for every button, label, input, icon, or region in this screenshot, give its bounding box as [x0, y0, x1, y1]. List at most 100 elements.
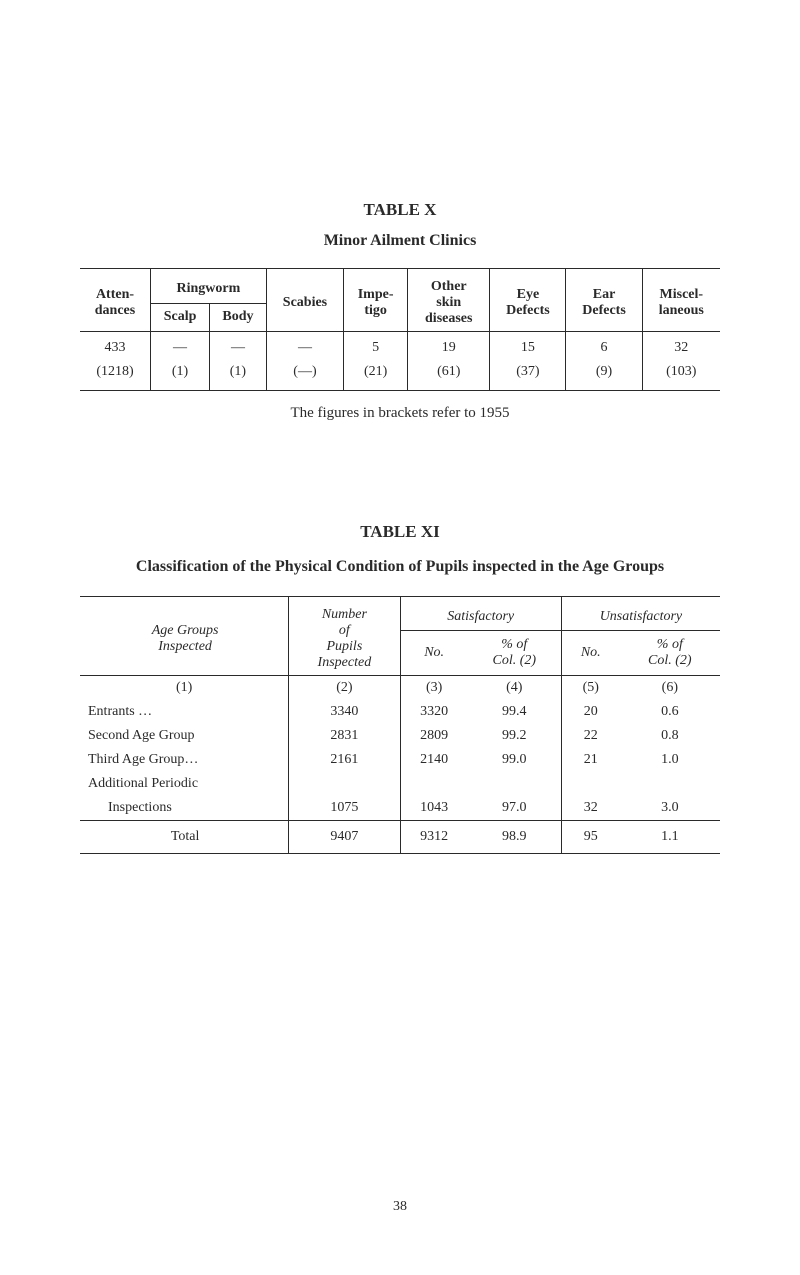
header-sat-no: No.	[400, 631, 468, 676]
table-row: Entrants … 3340 3320 99.4 20 0.6	[80, 700, 720, 724]
header-atten-1: Atten-	[96, 287, 134, 302]
row-inspections-label: Inspections	[80, 796, 289, 821]
header-body: Body	[210, 303, 267, 331]
cell-scalp: —	[151, 332, 210, 361]
table-xi: Age Groups Inspected Number of Pupils In…	[80, 596, 720, 854]
row-third-unsatpct: 1.0	[620, 748, 720, 772]
row-total-satno: 9312	[400, 821, 468, 854]
table-row: Inspections 1075 1043 97.0 32 3.0	[80, 796, 720, 821]
header-unsatisfactory: Unsatisfactory	[561, 597, 720, 631]
header-unsat-pct-2: Col. (2)	[648, 653, 692, 668]
cell-misc: 32	[642, 332, 720, 361]
row-additional-unsatno	[561, 772, 619, 796]
row-entrants-unsatno: 20	[561, 700, 619, 724]
header-misc: Miscel- laneous	[642, 269, 720, 332]
header-other-1: Other	[431, 279, 467, 294]
header-age-1: Age Groups	[152, 623, 219, 638]
row-additional-num	[289, 772, 400, 796]
row-third-num: 2161	[289, 748, 400, 772]
table-x-subtitle: Minor Ailment Clinics	[80, 232, 720, 250]
header-unsat-pct-1: % of	[657, 637, 683, 652]
header-impetigo: Impe- tigo	[344, 269, 408, 332]
table-xi-title: TABLE XI	[80, 522, 720, 542]
row-total-label: Total	[80, 821, 289, 854]
row-inspections-unsatpct: 3.0	[620, 796, 720, 821]
cell-other-bracket: (61)	[408, 360, 490, 391]
row-second-satno: 2809	[400, 724, 468, 748]
row-second-unsatno: 22	[561, 724, 619, 748]
header-impe-1: Impe-	[358, 287, 394, 302]
row-total-num: 9407	[289, 821, 400, 854]
table-row: Second Age Group 2831 2809 99.2 22 0.8	[80, 724, 720, 748]
row-second-satpct: 99.2	[468, 724, 562, 748]
table-row: Third Age Group… 2161 2140 99.0 21 1.0	[80, 748, 720, 772]
cell-attendances: 433	[80, 332, 151, 361]
header-scabies: Scabies	[266, 269, 343, 332]
cell-impetigo-bracket: (21)	[344, 360, 408, 391]
header-attendances: Atten- dances	[80, 269, 151, 332]
header-ear: Ear Defects	[566, 269, 642, 332]
row-total-unsatpct: 1.1	[620, 821, 720, 854]
cell-scalp-bracket: (1)	[151, 360, 210, 391]
table-x: Atten- dances Ringworm Scabies Impe- tig…	[80, 268, 720, 391]
header-sat-pct-1: % of	[501, 637, 527, 652]
table-x-caption: The figures in brackets refer to 1955	[80, 405, 720, 422]
row-entrants-unsatpct: 0.6	[620, 700, 720, 724]
cell-ear-bracket: (9)	[566, 360, 642, 391]
row-third-satno: 2140	[400, 748, 468, 772]
header-other-skin: Other skin diseases	[408, 269, 490, 332]
header-num-3: Pupils	[326, 639, 362, 654]
header-unsat-no: No.	[561, 631, 619, 676]
row-inspections-num: 1075	[289, 796, 400, 821]
header-age-2: Inspected	[158, 639, 212, 654]
header-age-groups: Age Groups Inspected	[80, 597, 289, 676]
table-row-total: Total 9407 9312 98.9 95 1.1	[80, 821, 720, 854]
col-num-3: (3)	[400, 676, 468, 701]
row-additional-satpct	[468, 772, 562, 796]
table-row: 433 — — — 5 19 15 6 32	[80, 332, 720, 361]
header-num-1: Number	[322, 607, 367, 622]
header-other-2: skin	[436, 295, 461, 310]
table-row: (1218) (1) (1) (—) (21) (61) (37) (9) (1…	[80, 360, 720, 391]
row-third-label: Third Age Group…	[80, 748, 289, 772]
row-entrants-label: Entrants …	[80, 700, 289, 724]
cell-ear: 6	[566, 332, 642, 361]
header-eye: Eye Defects	[490, 269, 566, 332]
header-unsat-pct: % of Col. (2)	[620, 631, 720, 676]
cell-other: 19	[408, 332, 490, 361]
row-inspections-satpct: 97.0	[468, 796, 562, 821]
table-row: Additional Periodic	[80, 772, 720, 796]
cell-eye-bracket: (37)	[490, 360, 566, 391]
header-number-pupils: Number of Pupils Inspected	[289, 597, 400, 676]
header-scalp: Scalp	[151, 303, 210, 331]
row-entrants-satno: 3320	[400, 700, 468, 724]
header-impe-2: tigo	[364, 303, 387, 318]
row-third-unsatno: 21	[561, 748, 619, 772]
row-second-unsatpct: 0.8	[620, 724, 720, 748]
col-num-4: (4)	[468, 676, 562, 701]
header-eye-2: Defects	[506, 303, 550, 318]
cell-misc-bracket: (103)	[642, 360, 720, 391]
header-satisfactory: Satisfactory	[400, 597, 561, 631]
page-number: 38	[393, 1199, 407, 1215]
cell-eye: 15	[490, 332, 566, 361]
row-second-label: Second Age Group	[80, 724, 289, 748]
header-sat-pct-2: Col. (2)	[492, 653, 536, 668]
header-ear-1: Ear	[593, 287, 616, 302]
cell-impetigo: 5	[344, 332, 408, 361]
row-inspections-satno: 1043	[400, 796, 468, 821]
row-entrants-num: 3340	[289, 700, 400, 724]
row-total-satpct: 98.9	[468, 821, 562, 854]
cell-body: —	[210, 332, 267, 361]
cell-body-bracket: (1)	[210, 360, 267, 391]
row-second-num: 2831	[289, 724, 400, 748]
col-num-5: (5)	[561, 676, 619, 701]
col-num-6: (6)	[620, 676, 720, 701]
header-eye-1: Eye	[517, 287, 540, 302]
header-atten-2: dances	[95, 303, 135, 318]
header-ear-2: Defects	[582, 303, 626, 318]
table-x-title: TABLE X	[80, 200, 720, 220]
row-additional-satno	[400, 772, 468, 796]
row-third-satpct: 99.0	[468, 748, 562, 772]
table-row: (1) (2) (3) (4) (5) (6)	[80, 676, 720, 701]
